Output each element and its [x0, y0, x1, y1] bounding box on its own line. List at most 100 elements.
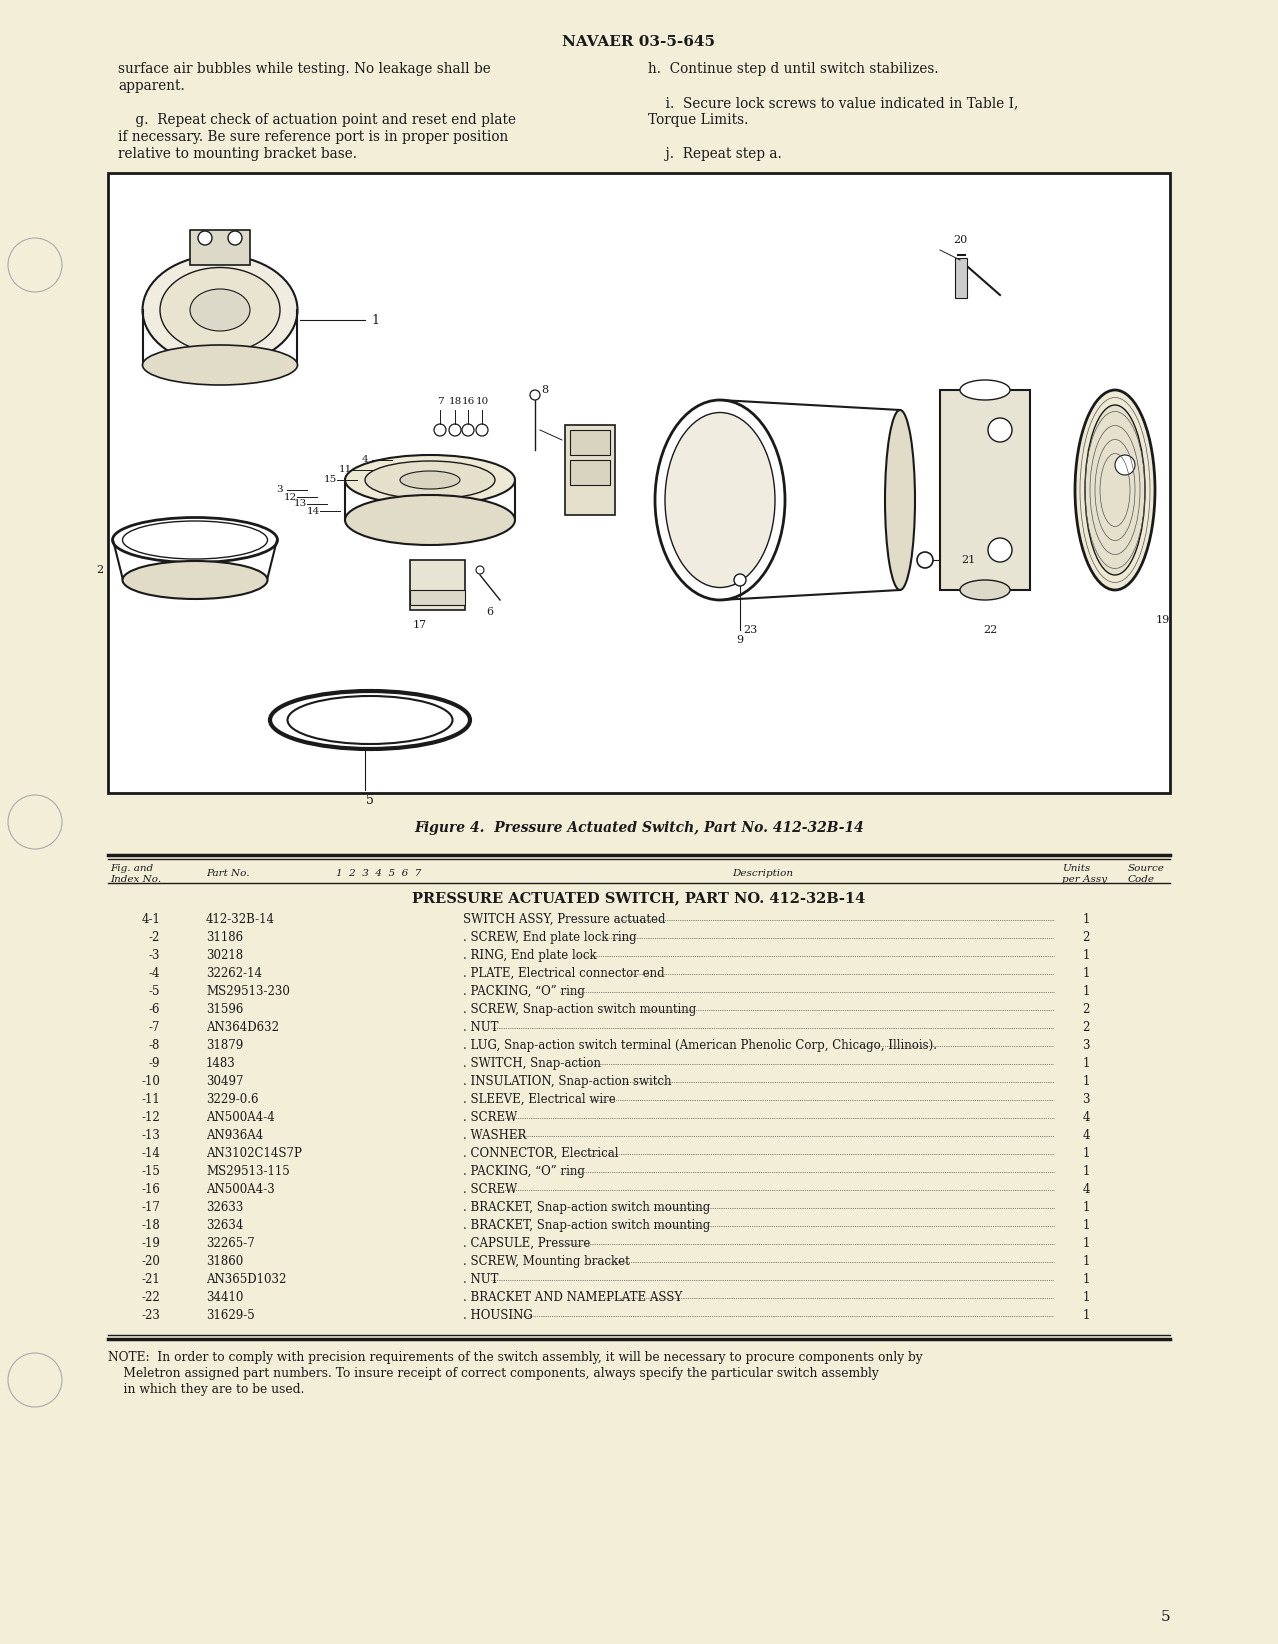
- Text: 32262-14: 32262-14: [206, 967, 262, 980]
- Text: . SWITCH, Snap-action: . SWITCH, Snap-action: [463, 1057, 601, 1070]
- Text: AN365D1032: AN365D1032: [206, 1272, 286, 1286]
- Text: 6: 6: [487, 607, 493, 616]
- Bar: [190, 230, 250, 265]
- Ellipse shape: [288, 695, 452, 745]
- Text: . NUT: . NUT: [463, 1021, 498, 1034]
- Text: Source: Source: [1128, 865, 1164, 873]
- Text: AN364D632: AN364D632: [206, 1021, 279, 1034]
- Text: 32634: 32634: [206, 1218, 243, 1231]
- Text: AN936A4: AN936A4: [206, 1129, 263, 1143]
- Text: 21: 21: [961, 556, 975, 566]
- Text: -14: -14: [141, 1148, 160, 1161]
- Text: -10: -10: [141, 1075, 160, 1088]
- Text: relative to mounting bracket base.: relative to mounting bracket base.: [118, 146, 357, 161]
- Text: NAVAER 03-5-645: NAVAER 03-5-645: [562, 35, 716, 49]
- Ellipse shape: [1075, 390, 1155, 590]
- Text: in which they are to be used.: in which they are to be used.: [109, 1383, 304, 1396]
- Text: 4: 4: [1082, 1111, 1090, 1124]
- Text: 14: 14: [307, 506, 320, 516]
- Text: 18: 18: [449, 398, 461, 406]
- Text: 4: 4: [362, 455, 368, 465]
- Text: 31629-5: 31629-5: [206, 1309, 254, 1322]
- Ellipse shape: [160, 268, 280, 352]
- Text: MS29513-115: MS29513-115: [206, 1166, 290, 1179]
- Text: SWITCH ASSY, Pressure actuated: SWITCH ASSY, Pressure actuated: [463, 912, 666, 926]
- Text: -3: -3: [148, 949, 160, 962]
- Text: 32633: 32633: [206, 1202, 243, 1213]
- Text: 3229-0.6: 3229-0.6: [206, 1093, 258, 1106]
- Text: 30497: 30497: [206, 1075, 244, 1088]
- Text: 1: 1: [1082, 1236, 1090, 1249]
- Text: PRESSURE ACTUATED SWITCH, PART NO. 412-32B-14: PRESSURE ACTUATED SWITCH, PART NO. 412-3…: [413, 891, 865, 904]
- Text: 30218: 30218: [206, 949, 243, 962]
- Text: 32265-7: 32265-7: [206, 1236, 254, 1249]
- Ellipse shape: [123, 561, 267, 598]
- Text: . INSULATION, Snap-action switch: . INSULATION, Snap-action switch: [463, 1075, 671, 1088]
- Bar: [955, 258, 967, 298]
- Text: MS29513-230: MS29513-230: [206, 985, 290, 998]
- Text: -20: -20: [141, 1254, 160, 1268]
- Text: 1: 1: [371, 314, 380, 327]
- Text: NOTE:  In order to comply with precision requirements of the switch assembly, it: NOTE: In order to comply with precision …: [109, 1351, 923, 1365]
- Text: Meletron assigned part numbers. To insure receipt of correct components, always : Meletron assigned part numbers. To insur…: [109, 1368, 879, 1379]
- Text: -11: -11: [142, 1093, 160, 1106]
- Text: -6: -6: [148, 1003, 160, 1016]
- Text: . BRACKET AND NAMEPLATE ASSY: . BRACKET AND NAMEPLATE ASSY: [463, 1291, 682, 1304]
- Text: -19: -19: [141, 1236, 160, 1249]
- Text: . LUG, Snap-action switch terminal (American Phenolic Corp, Chicago, Illinois).: . LUG, Snap-action switch terminal (Amer…: [463, 1039, 937, 1052]
- Text: 412-32B-14: 412-32B-14: [206, 912, 275, 926]
- Text: Figure 4.  Pressure Actuated Switch, Part No. 412-32B-14: Figure 4. Pressure Actuated Switch, Part…: [414, 820, 864, 835]
- Ellipse shape: [656, 399, 785, 600]
- Text: AN500A4-3: AN500A4-3: [206, 1184, 275, 1195]
- Ellipse shape: [345, 495, 515, 546]
- Text: 1: 1: [1082, 1148, 1090, 1161]
- Text: . PACKING, “O” ring: . PACKING, “O” ring: [463, 985, 585, 998]
- Text: 4: 4: [1082, 1129, 1090, 1143]
- Text: Units: Units: [1062, 865, 1090, 873]
- Bar: [570, 460, 610, 485]
- Text: 1: 1: [1082, 985, 1090, 998]
- Text: 16: 16: [461, 398, 474, 406]
- Text: -5: -5: [148, 985, 160, 998]
- Text: -9: -9: [148, 1057, 160, 1070]
- Text: -16: -16: [141, 1184, 160, 1195]
- Circle shape: [8, 238, 63, 293]
- Text: 1: 1: [1082, 1057, 1090, 1070]
- Text: 12: 12: [284, 493, 296, 501]
- Ellipse shape: [123, 521, 267, 559]
- Text: 3: 3: [1082, 1039, 1090, 1052]
- Ellipse shape: [960, 380, 1010, 399]
- Ellipse shape: [190, 289, 250, 330]
- Text: . PACKING, “O” ring: . PACKING, “O” ring: [463, 1166, 585, 1179]
- Text: 1: 1: [1082, 1075, 1090, 1088]
- Text: . SCREW: . SCREW: [463, 1111, 518, 1124]
- Text: i.  Secure lock screws to value indicated in Table I,: i. Secure lock screws to value indicated…: [648, 95, 1019, 110]
- Text: 2: 2: [1082, 1021, 1090, 1034]
- Text: 1: 1: [1082, 912, 1090, 926]
- Text: -4: -4: [148, 967, 160, 980]
- Text: 3: 3: [1082, 1093, 1090, 1106]
- Ellipse shape: [143, 255, 298, 365]
- Ellipse shape: [884, 409, 915, 590]
- Circle shape: [8, 796, 63, 848]
- Text: . WASHER: . WASHER: [463, 1129, 527, 1143]
- Text: . CONNECTOR, Electrical: . CONNECTOR, Electrical: [463, 1148, 619, 1161]
- Text: . NUT: . NUT: [463, 1272, 498, 1286]
- Text: . BRACKET, Snap-action switch mounting: . BRACKET, Snap-action switch mounting: [463, 1202, 711, 1213]
- Text: 1483: 1483: [206, 1057, 235, 1070]
- Ellipse shape: [400, 470, 460, 488]
- Text: . SCREW, End plate lock ring: . SCREW, End plate lock ring: [463, 931, 636, 944]
- Text: 15: 15: [323, 475, 336, 485]
- Text: . BRACKET, Snap-action switch mounting: . BRACKET, Snap-action switch mounting: [463, 1218, 711, 1231]
- Text: 4: 4: [1082, 1184, 1090, 1195]
- Ellipse shape: [112, 518, 277, 562]
- Text: 20: 20: [953, 235, 967, 245]
- Text: 31596: 31596: [206, 1003, 243, 1016]
- Text: . PLATE, Electrical connector end: . PLATE, Electrical connector end: [463, 967, 665, 980]
- Bar: [410, 561, 465, 610]
- Text: g.  Repeat check of actuation point and reset end plate: g. Repeat check of actuation point and r…: [118, 113, 516, 127]
- Text: 1: 1: [1082, 949, 1090, 962]
- Text: 7: 7: [437, 398, 443, 406]
- Text: 2: 2: [1082, 931, 1090, 944]
- Text: per Assy: per Assy: [1062, 875, 1107, 884]
